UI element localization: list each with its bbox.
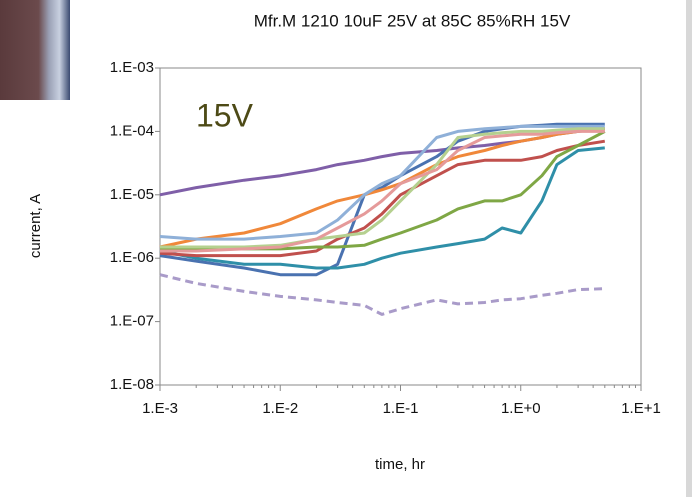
x-tick-label: 1.E+0 [501,400,541,417]
annotation: 15V [196,97,254,133]
y-tick-label: 1.E-06 [110,249,154,266]
component-photo [0,0,70,100]
x-tick-label: 1.E-1 [383,400,419,417]
chart-title: Mfr.M 1210 10uF 25V at 85C 85%RH 15V [254,11,571,30]
x-tick-label: 1.E-3 [142,400,178,417]
series-line [159,127,605,249]
y-tick-label: 1.E-05 [110,186,154,203]
series-line [160,130,606,251]
y-tick-label: 1.E-04 [110,122,154,139]
series-line [159,146,605,270]
y-tick-label: 1.E-07 [110,313,154,330]
series-line [159,124,605,241]
right-edge [686,0,692,497]
series-line [159,139,606,258]
series-line [160,127,605,249]
y-axis-label: current, A [27,194,44,258]
x-axis-label: time, hr [375,456,425,473]
x-tick-label: 1.E-2 [262,400,298,417]
series-line [160,129,605,253]
y-tick-label: 1.E-08 [110,376,154,393]
series-line [159,273,605,316]
y-tick-label: 1.E-03 [110,59,154,76]
x-tick-label: 1.E+1 [621,400,661,417]
